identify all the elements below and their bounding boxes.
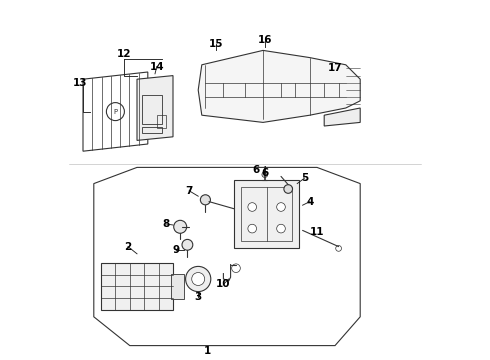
Circle shape (248, 203, 257, 211)
Bar (143, 127, 162, 133)
Circle shape (192, 273, 205, 285)
Polygon shape (83, 72, 148, 151)
Circle shape (182, 239, 193, 250)
Circle shape (284, 185, 293, 193)
Bar (143, 95, 162, 124)
Polygon shape (137, 76, 173, 140)
Bar (101, 263, 173, 310)
Text: 6: 6 (252, 165, 259, 175)
Circle shape (106, 103, 124, 121)
Text: 2: 2 (124, 242, 132, 252)
Circle shape (186, 266, 211, 292)
Text: 4: 4 (306, 197, 314, 207)
Polygon shape (324, 108, 360, 126)
Circle shape (277, 203, 285, 211)
Text: 3: 3 (195, 292, 202, 302)
Text: 14: 14 (149, 62, 164, 72)
Bar (171, 274, 184, 299)
Text: 1: 1 (203, 346, 211, 356)
Text: P: P (113, 109, 118, 114)
Polygon shape (198, 50, 360, 122)
Text: 17: 17 (328, 63, 343, 73)
Circle shape (277, 224, 285, 233)
Bar (242, 187, 292, 241)
Text: 5: 5 (301, 173, 308, 183)
Text: 7: 7 (186, 186, 193, 196)
Text: 12: 12 (117, 49, 132, 59)
Text: 15: 15 (209, 39, 223, 49)
Circle shape (262, 172, 268, 177)
Text: 9: 9 (172, 245, 179, 255)
Circle shape (336, 246, 342, 251)
Text: 6: 6 (261, 168, 269, 178)
Text: 16: 16 (258, 35, 272, 45)
Text: 13: 13 (73, 78, 87, 88)
Polygon shape (234, 180, 299, 248)
Text: 11: 11 (310, 227, 324, 237)
Text: 8: 8 (162, 219, 170, 229)
Bar (157, 115, 166, 128)
Circle shape (200, 195, 210, 205)
Polygon shape (94, 167, 360, 346)
Circle shape (232, 264, 240, 273)
Text: 10: 10 (216, 279, 231, 289)
Circle shape (174, 220, 187, 233)
Circle shape (248, 224, 257, 233)
